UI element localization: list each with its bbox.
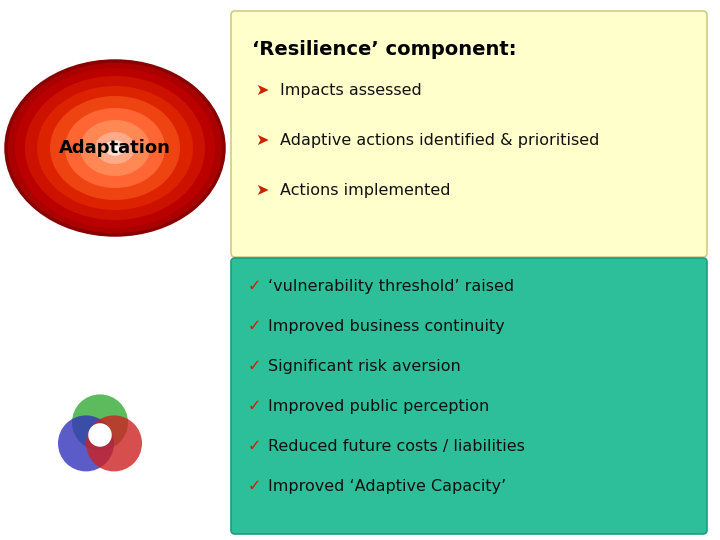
Text: Actions implemented: Actions implemented: [280, 183, 451, 198]
Circle shape: [89, 423, 112, 447]
Circle shape: [58, 415, 114, 471]
Text: Improved ‘Adaptive Capacity’: Improved ‘Adaptive Capacity’: [268, 478, 506, 494]
Text: Significant risk aversion: Significant risk aversion: [268, 359, 461, 374]
Ellipse shape: [50, 96, 180, 200]
Ellipse shape: [105, 140, 125, 156]
FancyBboxPatch shape: [231, 11, 707, 257]
Text: ‘Resilience’ component:: ‘Resilience’ component:: [252, 40, 516, 59]
Circle shape: [86, 415, 142, 471]
Text: ✓: ✓: [248, 438, 261, 454]
Circle shape: [72, 394, 128, 450]
Ellipse shape: [65, 108, 165, 188]
Text: ✓: ✓: [248, 359, 261, 374]
Text: ✓: ✓: [248, 478, 261, 494]
Text: ✓: ✓: [248, 319, 261, 334]
Text: ✓: ✓: [248, 399, 261, 414]
Text: ➤: ➤: [255, 83, 269, 98]
Text: Improved business continuity: Improved business continuity: [268, 319, 505, 334]
Text: Reduced future costs / liabilities: Reduced future costs / liabilities: [268, 438, 525, 454]
Ellipse shape: [25, 76, 205, 220]
Text: ➤: ➤: [255, 183, 269, 198]
Text: ➤: ➤: [255, 132, 269, 147]
Text: Adaptive actions identified & prioritised: Adaptive actions identified & prioritise…: [280, 132, 599, 147]
Text: ✓: ✓: [248, 279, 261, 294]
Ellipse shape: [95, 132, 135, 164]
Text: Improved public perception: Improved public perception: [268, 399, 490, 414]
Text: Impacts assessed: Impacts assessed: [280, 83, 422, 98]
Ellipse shape: [37, 86, 193, 210]
Ellipse shape: [80, 120, 150, 176]
Ellipse shape: [111, 145, 119, 151]
Ellipse shape: [15, 68, 215, 228]
Text: Adaptation: Adaptation: [59, 139, 171, 157]
Text: ‘vulnerability threshold’ raised: ‘vulnerability threshold’ raised: [268, 279, 514, 294]
FancyBboxPatch shape: [231, 258, 707, 534]
Ellipse shape: [7, 62, 223, 234]
